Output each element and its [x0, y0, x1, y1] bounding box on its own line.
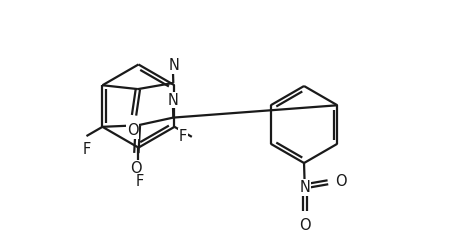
Text: O: O [130, 161, 142, 176]
Text: F: F [136, 174, 144, 189]
Text: N: N [168, 58, 179, 73]
Text: O: O [298, 219, 310, 234]
Text: N: N [299, 180, 309, 195]
Text: O: O [126, 123, 138, 138]
Text: N: N [167, 93, 178, 108]
Text: F: F [83, 142, 91, 157]
Text: F: F [179, 129, 187, 144]
Text: O: O [335, 174, 346, 189]
